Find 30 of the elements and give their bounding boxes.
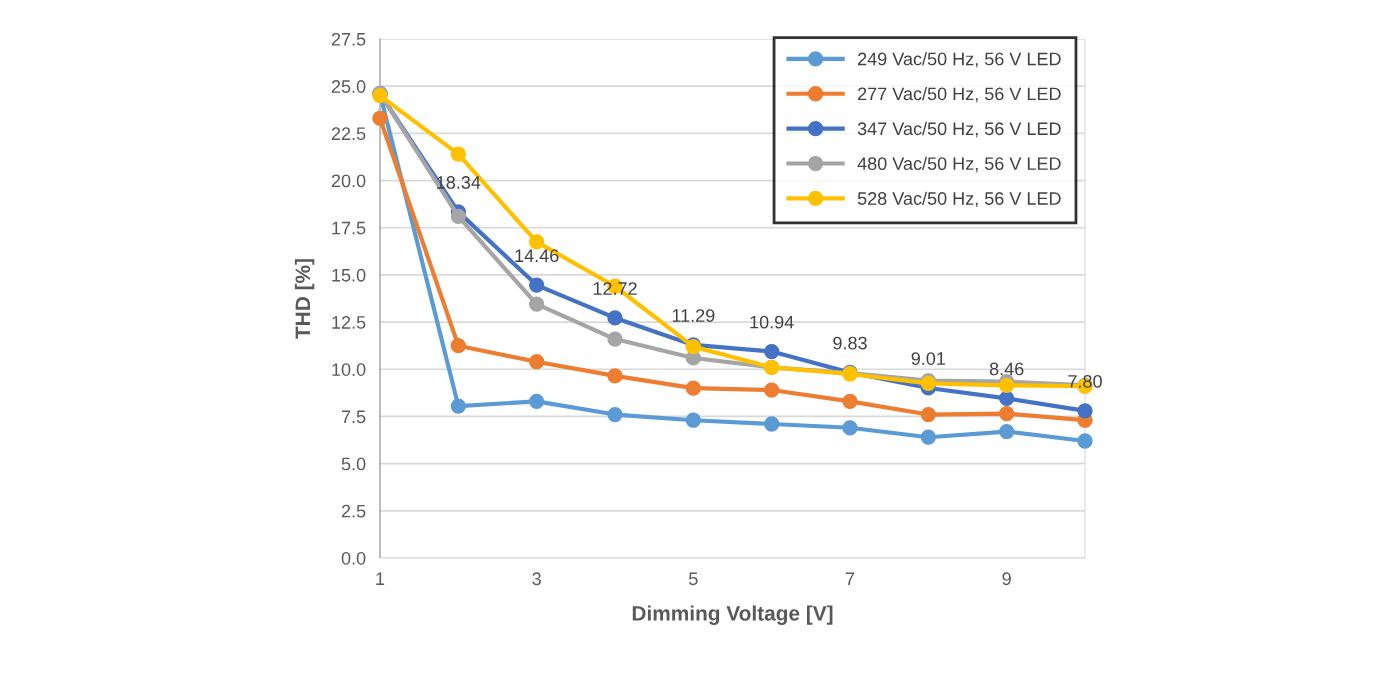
data-label: 10.94 [750,315,794,329]
legend-label: 277 Vac/50 Hz, 56 V LED [858,86,1061,103]
x-tick-label: 3 [532,572,541,586]
y-axis-title: THD [%] [294,259,315,339]
x-tick-label: 7 [845,572,855,585]
y-tick-label: 17.5 [332,221,366,235]
legend-label: 249 Vac/50 Hz, 56 V LED [858,52,1061,68]
y-tick-label: 27.5 [331,32,366,46]
y-tick-label: 12.5 [332,316,366,329]
legend-label: 528 Vac/50 Hz, 56 V LED [857,191,1061,208]
y-tick-label: 22.5 [331,127,366,141]
y-tick-label: 20.0 [331,174,366,188]
data-label: 9.01 [911,352,946,365]
x-axis-title: Dimming Voltage [V] [632,605,833,625]
data-label: 8.46 [989,362,1024,376]
data-label: 9.83 [833,336,867,350]
y-tick-label: 5.0 [341,457,366,471]
legend-label: 347 Vac/50 Hz, 56 V LED [857,121,1061,138]
x-tick-label: 1 [376,572,385,585]
y-tick-label: 2.5 [341,504,366,518]
y-tick-label: 15.0 [332,268,366,282]
y-tick-label: 10.0 [332,363,366,376]
x-tick-label: 9 [1002,572,1011,586]
data-label: 14.46 [515,249,559,263]
y-tick-label: 25.0 [331,80,366,93]
legend-label: 480 Vac/50 Hz, 56 V LED [857,156,1061,173]
x-tick-label: 5 [689,572,698,586]
y-tick-label: 7.5 [341,410,366,424]
data-label: 11.29 [672,309,715,322]
y-tick-label: 0.0 [341,551,366,565]
